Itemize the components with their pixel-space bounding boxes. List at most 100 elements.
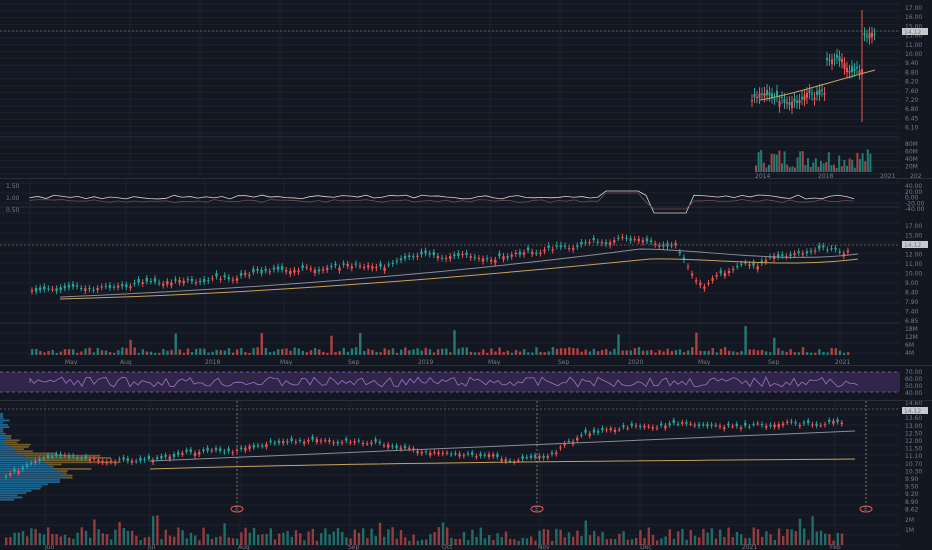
candle-body bbox=[781, 97, 783, 99]
volume-bar bbox=[281, 349, 284, 355]
volume-bar bbox=[252, 527, 256, 545]
candle-body bbox=[231, 452, 234, 454]
candle-body bbox=[80, 458, 83, 460]
multi-year-pane[interactable]: 1.50 1.00 0.50 40.00 20.00 0.00 -20.00 -40.00 17… bbox=[0, 179, 932, 365]
candle-body bbox=[811, 93, 813, 95]
candle-body bbox=[387, 264, 390, 266]
candle-body bbox=[592, 429, 596, 433]
candle-body bbox=[818, 89, 821, 95]
volume-bar bbox=[334, 352, 337, 355]
volume-bar bbox=[601, 531, 604, 545]
volume-bar bbox=[510, 352, 514, 355]
volume-axis-label: 18M bbox=[905, 326, 918, 333]
volume-bar bbox=[613, 348, 616, 355]
volume-bar bbox=[149, 351, 153, 355]
candle-body bbox=[239, 273, 243, 276]
candle-body bbox=[502, 256, 505, 260]
volume-bar bbox=[728, 350, 731, 355]
time-axis-label: Nov bbox=[538, 544, 550, 550]
volume-profile-bar bbox=[5, 439, 20, 442]
candle-body bbox=[778, 101, 781, 107]
pane-separator[interactable] bbox=[0, 400, 932, 401]
volume-profile-bar bbox=[63, 472, 67, 475]
candle-body bbox=[444, 258, 448, 260]
volume-profile-bar bbox=[0, 490, 32, 492]
price-axis-label: 6.45 bbox=[905, 115, 919, 122]
candle-body bbox=[424, 451, 428, 453]
candle-body bbox=[297, 270, 300, 272]
volume-bar bbox=[101, 533, 104, 545]
candle-body bbox=[391, 262, 394, 264]
candle-body bbox=[790, 421, 793, 423]
volume-bar bbox=[473, 352, 477, 355]
volume-bar bbox=[580, 351, 583, 355]
candle-body bbox=[670, 244, 673, 246]
volume-bar bbox=[650, 349, 653, 355]
volume-profile-bar bbox=[0, 465, 52, 468]
overview-pane[interactable]: 17.00 16.00 15.00 13.00 11.00 10.00 9.40 8.80 8.… bbox=[0, 0, 932, 178]
candle-body bbox=[697, 424, 701, 427]
candle-body bbox=[261, 445, 264, 447]
volume-bar bbox=[622, 531, 625, 545]
recent-pane[interactable]: E E E 14.6014.1213.6013.0012.5012.0011.5011… bbox=[0, 401, 932, 550]
volume-bar bbox=[219, 350, 222, 355]
volume-bar bbox=[17, 532, 20, 545]
volume-bar bbox=[51, 349, 54, 355]
candle-body bbox=[813, 97, 816, 100]
candle-body bbox=[340, 442, 344, 444]
volume-bar bbox=[194, 535, 197, 545]
pane-separator[interactable] bbox=[0, 178, 932, 179]
candle-body bbox=[412, 256, 415, 258]
volume-bar bbox=[236, 349, 239, 355]
earnings-marker bbox=[230, 505, 244, 513]
volume-bar bbox=[39, 350, 42, 355]
candle-body bbox=[851, 66, 853, 72]
volume-bar bbox=[639, 530, 642, 545]
candle-body bbox=[17, 470, 20, 474]
candle-body bbox=[408, 447, 411, 449]
candle-body bbox=[371, 266, 374, 269]
time-axis-label: 2021 bbox=[880, 173, 895, 178]
pane-separator[interactable] bbox=[0, 365, 932, 366]
volume-bar bbox=[261, 534, 264, 545]
volume-profile-bar bbox=[0, 498, 15, 501]
oscillator-line bbox=[29, 190, 855, 214]
volume-bar bbox=[658, 349, 661, 355]
candle-body bbox=[34, 460, 37, 464]
candle-body bbox=[449, 256, 452, 259]
volume-bar bbox=[543, 352, 546, 355]
candle-body bbox=[227, 448, 230, 452]
candle-body bbox=[798, 424, 801, 427]
rsi-pane[interactable]: 70.00 60.00 50.00 40.00 bbox=[0, 366, 932, 400]
volume-bar bbox=[535, 347, 538, 355]
candle-body bbox=[617, 237, 620, 239]
volume-bar bbox=[588, 535, 592, 545]
candle-body bbox=[789, 254, 792, 256]
volume-bar bbox=[387, 529, 390, 545]
volume-bar bbox=[840, 533, 844, 545]
price-axis-label: 11.10 bbox=[905, 453, 922, 460]
volume-bar bbox=[332, 531, 335, 545]
volume-bar bbox=[387, 349, 391, 355]
volume-bar bbox=[469, 351, 473, 355]
volume-bar bbox=[80, 527, 83, 545]
candle-body bbox=[156, 457, 159, 459]
candle-body bbox=[454, 453, 457, 455]
volume-bar bbox=[801, 151, 804, 172]
candle-body bbox=[806, 93, 808, 98]
price-tag-label: 14.12 bbox=[904, 408, 921, 415]
volume-bar bbox=[156, 515, 159, 545]
candle-body bbox=[350, 266, 353, 269]
volume-axis-label: 2M bbox=[905, 517, 914, 524]
volume-bar bbox=[757, 152, 760, 172]
candle-body bbox=[30, 290, 34, 292]
volume-bar bbox=[843, 159, 846, 172]
candle-body bbox=[403, 445, 407, 449]
price-axis-label: 15.00 bbox=[905, 23, 922, 30]
volume-bar bbox=[273, 539, 277, 545]
candle-body bbox=[46, 455, 50, 459]
candle-body bbox=[756, 423, 759, 425]
volume-profile-bar bbox=[0, 457, 26, 459]
volume-bar bbox=[744, 538, 747, 545]
